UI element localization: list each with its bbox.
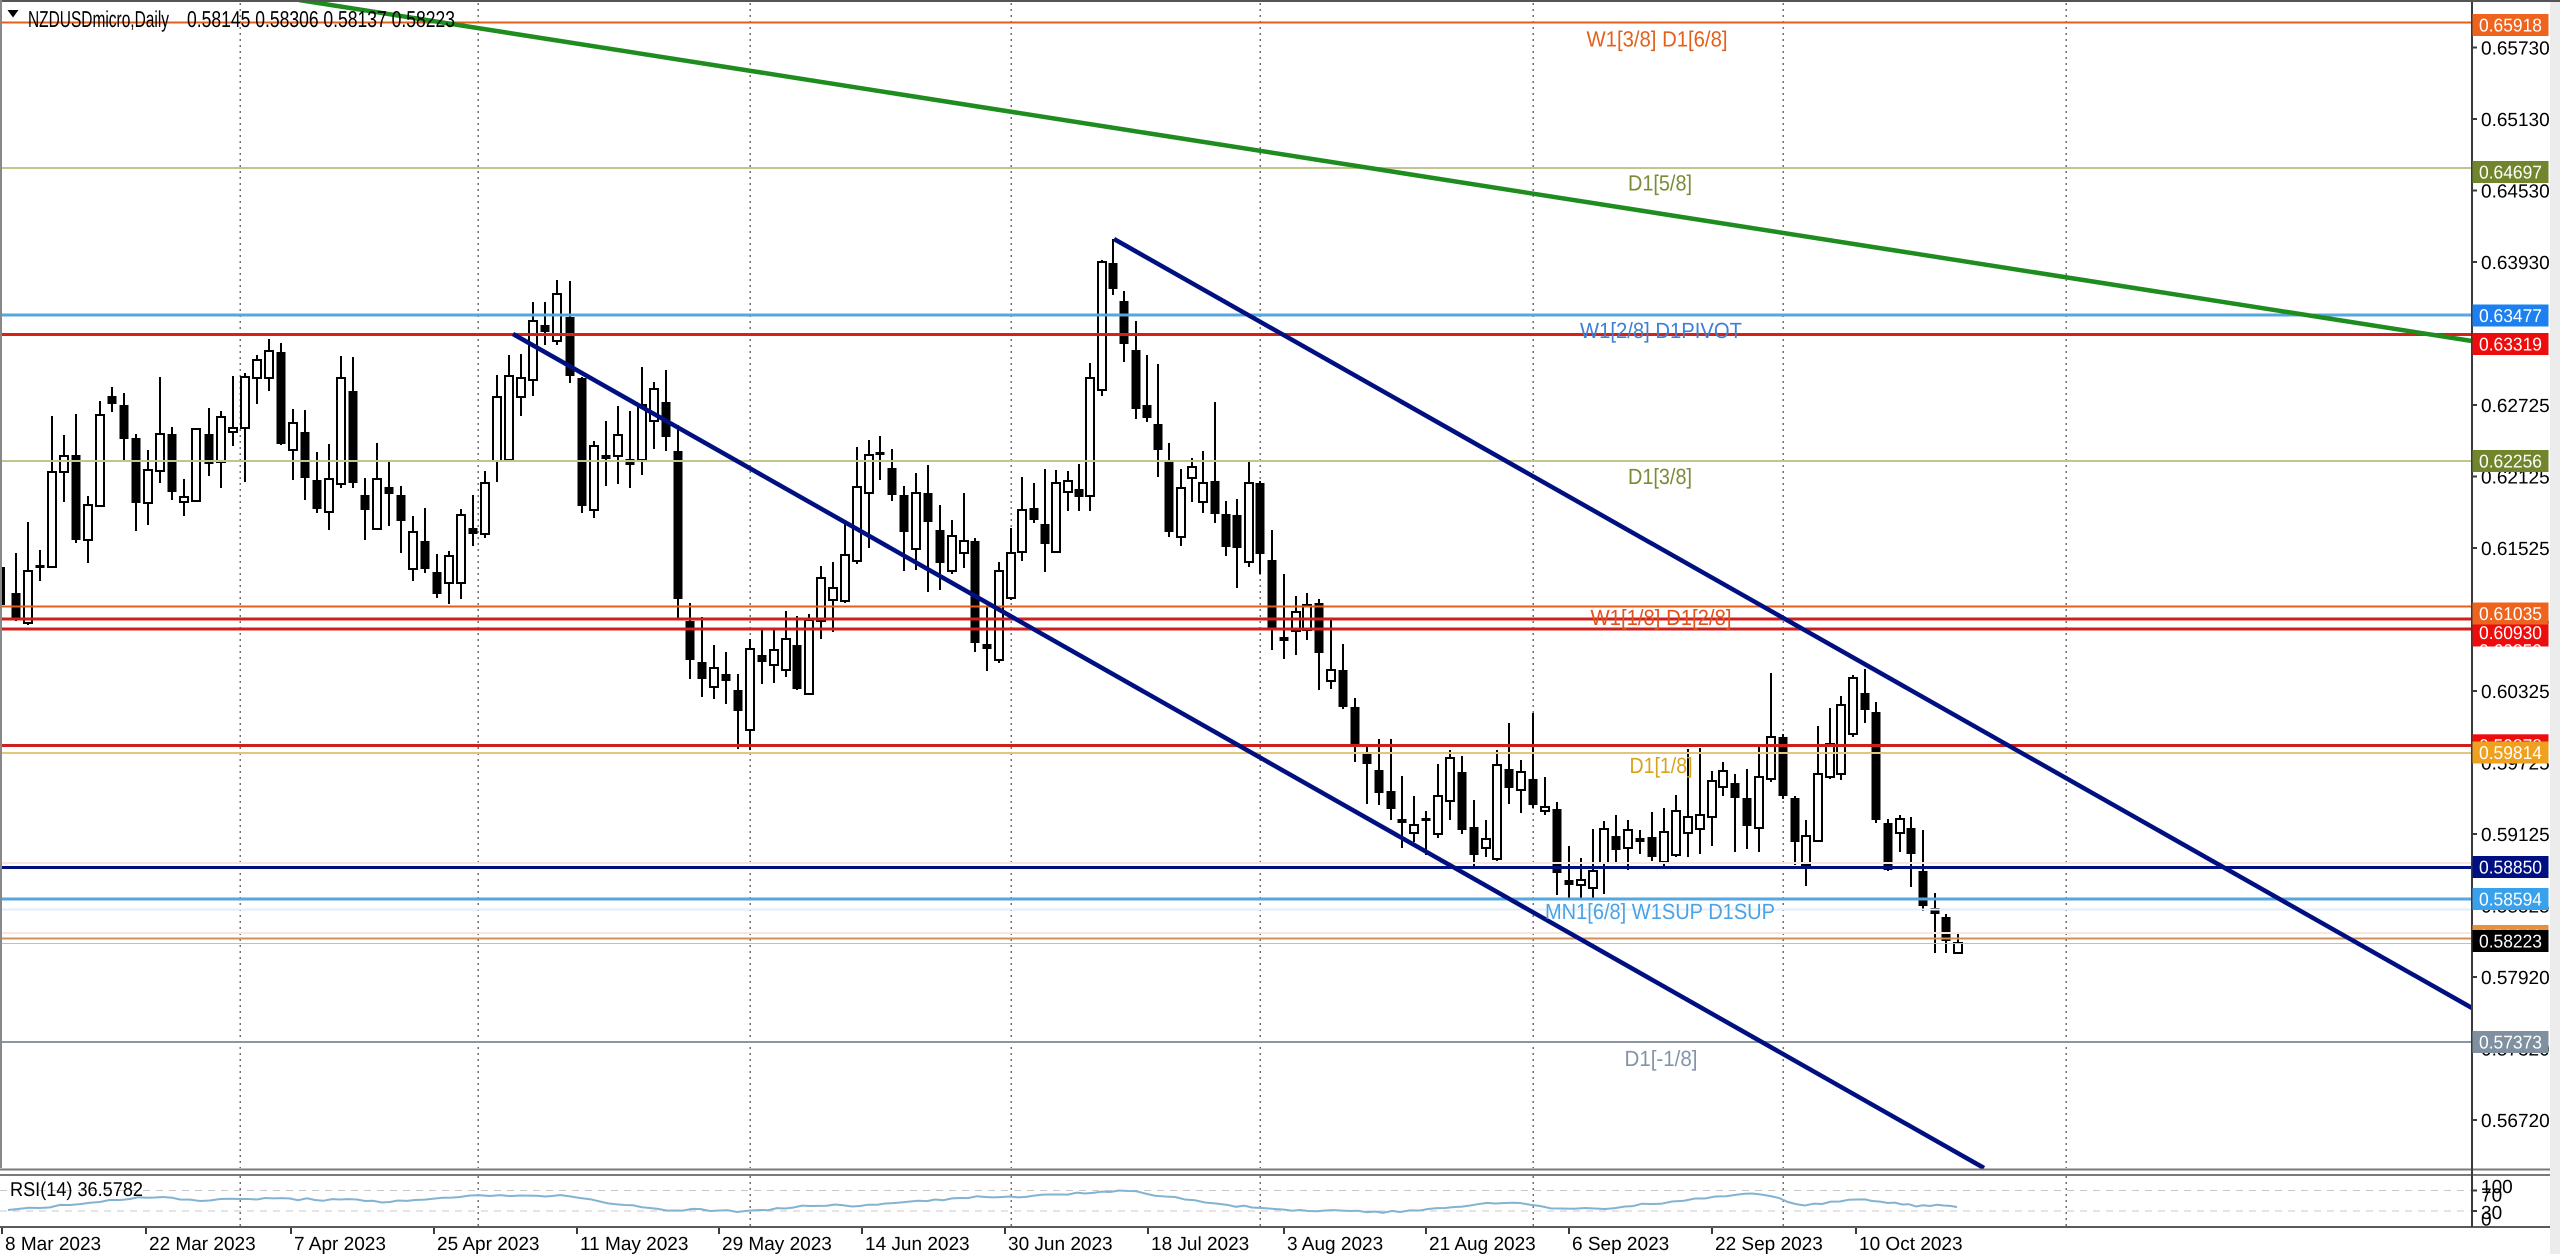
svg-text:0.60930: 0.60930 <box>2479 622 2542 643</box>
svg-text:30: 30 <box>2481 1203 2502 1224</box>
svg-text:0.59814: 0.59814 <box>2479 742 2542 763</box>
svg-text:0.64697: 0.64697 <box>2479 162 2542 183</box>
svg-text:0.58594: 0.58594 <box>2479 889 2542 910</box>
svg-text:14 Jun 2023: 14 Jun 2023 <box>865 1234 970 1254</box>
svg-text:0.60850: 0.60850 <box>2479 640 2542 661</box>
svg-text:RSI(14) 36.5782: RSI(14) 36.5782 <box>10 1179 143 1201</box>
svg-text:0.62256: 0.62256 <box>2479 451 2542 472</box>
svg-text:0.63930: 0.63930 <box>2481 253 2550 274</box>
svg-text:6 Sep 2023: 6 Sep 2023 <box>1572 1234 1669 1254</box>
svg-text:11 May 2023: 11 May 2023 <box>580 1234 688 1254</box>
svg-text:W1[3/8] D1[6/8]: W1[3/8] D1[6/8] <box>1587 27 1728 52</box>
svg-text:0.65918: 0.65918 <box>2479 15 2542 36</box>
svg-text:3 Aug 2023: 3 Aug 2023 <box>1287 1234 1383 1254</box>
svg-text:MN1[6/8] W1SUP D1SUP: MN1[6/8] W1SUP D1SUP <box>1545 899 1775 924</box>
svg-text:8 Mar 2023: 8 Mar 2023 <box>5 1234 101 1254</box>
svg-text:W1[1/8] D1[2/8]: W1[1/8] D1[2/8] <box>1591 605 1732 630</box>
svg-text:NZDUSDmicro,Daily: NZDUSDmicro,Daily <box>28 6 169 32</box>
svg-text:25 Apr 2023: 25 Apr 2023 <box>437 1234 539 1254</box>
svg-text:0.60325: 0.60325 <box>2481 682 2550 703</box>
svg-text:D1[5/8]: D1[5/8] <box>1628 171 1692 196</box>
svg-text:D1[1/8]: D1[1/8] <box>1630 753 1693 778</box>
svg-text:0.57920: 0.57920 <box>2481 968 2550 989</box>
svg-text:22 Sep 2023: 22 Sep 2023 <box>1715 1234 1823 1254</box>
svg-text:0.58223: 0.58223 <box>2479 931 2542 952</box>
svg-text:22 Mar 2023: 22 Mar 2023 <box>149 1234 256 1254</box>
svg-text:18 Jul 2023: 18 Jul 2023 <box>1151 1234 1249 1254</box>
svg-text:0.65730: 0.65730 <box>2481 39 2550 60</box>
svg-text:W1[2/8] D1PIVOT: W1[2/8] D1PIVOT <box>1580 318 1742 343</box>
svg-text:0.59125: 0.59125 <box>2481 825 2550 846</box>
svg-text:21 Aug 2023: 21 Aug 2023 <box>1429 1234 1536 1254</box>
svg-text:D1[-1/8]: D1[-1/8] <box>1625 1046 1698 1071</box>
svg-text:0.58145 0.58306 0.58137 0.5822: 0.58145 0.58306 0.58137 0.58223 <box>187 6 455 32</box>
svg-text:0.62125: 0.62125 <box>2481 468 2550 489</box>
svg-text:0.61035: 0.61035 <box>2479 603 2542 624</box>
svg-text:0.65130: 0.65130 <box>2481 110 2550 131</box>
svg-text:0.56720: 0.56720 <box>2481 1111 2550 1132</box>
svg-text:100: 100 <box>2481 1177 2513 1198</box>
svg-text:0.64530: 0.64530 <box>2481 182 2550 203</box>
svg-text:0.63319: 0.63319 <box>2479 334 2542 355</box>
svg-text:10 Oct 2023: 10 Oct 2023 <box>1859 1234 1963 1254</box>
svg-text:D1[3/8]: D1[3/8] <box>1628 464 1692 489</box>
svg-text:0.57373: 0.57373 <box>2479 1032 2542 1053</box>
svg-text:7 Apr 2023: 7 Apr 2023 <box>294 1234 386 1254</box>
svg-text:0.63477: 0.63477 <box>2479 305 2542 326</box>
svg-text:0.62725: 0.62725 <box>2481 396 2550 417</box>
svg-text:30 Jun 2023: 30 Jun 2023 <box>1008 1234 1113 1254</box>
svg-text:0: 0 <box>2481 1210 2492 1231</box>
svg-text:0.61525: 0.61525 <box>2481 539 2550 560</box>
svg-text:0.58850: 0.58850 <box>2479 857 2542 878</box>
svg-text:29 May 2023: 29 May 2023 <box>722 1234 832 1254</box>
svg-text:70: 70 <box>2481 1186 2502 1207</box>
